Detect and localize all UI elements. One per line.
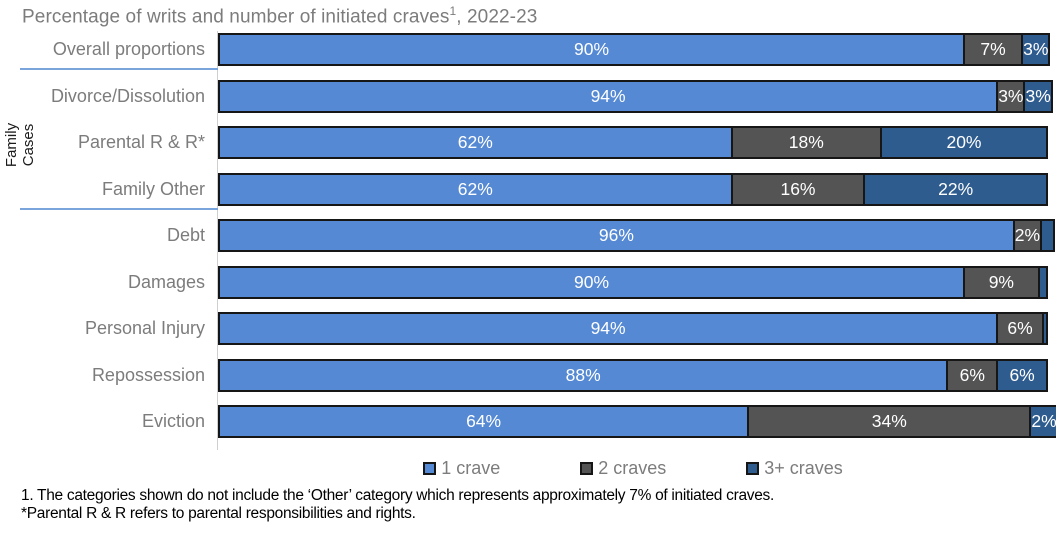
bar-segment-3+-craves: 2% (1031, 405, 1056, 439)
chart-row-debt: Debt 96% 2% (0, 217, 1055, 264)
chart-row-divorce-dissolution: Divorce/Dissolution 94% 3% 3% (0, 78, 1053, 125)
chart-row-personal-injury: Personal Injury 94% 6% (0, 310, 1048, 357)
y-axis-line (217, 31, 218, 450)
bar-segment-1-crave: 90% (218, 265, 965, 299)
legend-label: 1 crave (441, 457, 501, 478)
chart-title-text: Percentage of writs and number of initia… (22, 6, 450, 28)
bar-segment-2-craves: 6% (998, 312, 1044, 346)
bar-segment-2-craves: 6% (948, 358, 999, 392)
legend-swatch-3+-craves (746, 461, 760, 475)
bar-segment-3+-craves: 3% (1025, 79, 1053, 113)
legend-item-1-crave: 1 crave (423, 458, 500, 479)
bar-segment-2-craves: 16% (732, 172, 866, 206)
category-label: Family Other (101, 178, 205, 199)
bar-value-label: 18% (788, 132, 824, 153)
bar-segment-3+-craves (1042, 219, 1055, 253)
bar-segment-2-craves: 3% (998, 79, 1026, 113)
bar-value-label: 3% (1023, 39, 1049, 59)
stacked-bar: 90% 9% (218, 265, 1048, 299)
bar-value-label: 6% (959, 364, 985, 385)
bar-value-label: 7% (980, 39, 1006, 59)
bar-segment-2-craves: 7% (965, 33, 1024, 66)
category-label: Eviction (141, 411, 205, 432)
bar-value-label: 22% (938, 178, 974, 199)
bar-value-label: 34% (871, 411, 907, 432)
bar-segment-3+-craves: 22% (865, 172, 1048, 206)
bar-value-label: 3% (1025, 85, 1051, 106)
chart-row-eviction: Eviction 64% 34% 2% (0, 403, 1056, 450)
bar-value-label: 2% (1014, 225, 1041, 246)
legend: 1 crave 2 craves 3+ craves (218, 455, 1048, 481)
stacked-bar: 90% 7% 3% (218, 33, 1051, 66)
bar-segment-3+-craves (1039, 265, 1048, 299)
legend-swatch-2-craves (580, 461, 594, 475)
chart-title-superscript: 1 (449, 4, 457, 18)
bar-value-label: 2% (1031, 411, 1056, 432)
bar-value-label: 90% (573, 271, 610, 292)
bar-value-label: 88% (565, 364, 601, 385)
bar-segment-3+-craves: 6% (998, 358, 1048, 392)
bar-segment-1-crave: 88% (218, 358, 949, 392)
stacked-bar: 62% 16% 22% (218, 172, 1048, 206)
chart-title-suffix: , 2022-23 (456, 6, 538, 28)
bar-segment-1-crave: 96% (218, 219, 1015, 253)
bar-segment-1-crave: 62% (218, 172, 733, 206)
stacked-bar: 96% 2% (218, 219, 1055, 253)
chart-row-overall-proportions: Overall proportions 90% 7% 3% (0, 31, 1051, 78)
bar-value-label: 94% (590, 318, 626, 339)
category-label: Parental R & R* (77, 132, 205, 153)
stacked-bar: 88% 6% 6% (218, 358, 1048, 392)
chart-row-damages: Damages 90% 9% (0, 264, 1048, 311)
bar-segment-1-crave: 62% (218, 126, 733, 160)
stacked-bar: 94% 3% 3% (218, 79, 1053, 113)
bar-segment-2-craves: 18% (732, 126, 882, 160)
category-label: Damages (127, 271, 205, 292)
bar-value-label: 94% (590, 85, 626, 106)
bar-value-label: 62% (457, 132, 493, 153)
category-label: Divorce/Dissolution (50, 85, 205, 106)
bar-segment-2-craves: 2% (1014, 219, 1043, 253)
chart-row-family-other: Family Other 62% 16% 22% (0, 171, 1048, 218)
bar-segment-2-craves: 9% (965, 265, 1040, 299)
stacked-bar: 64% 34% 2% (218, 405, 1056, 439)
legend-item-3+-craves: 3+ craves (746, 458, 843, 479)
category-label: Overall proportions (52, 39, 205, 59)
bar-segment-1-crave: 90% (218, 33, 965, 66)
bar-value-label: 96% (598, 225, 634, 246)
chart-title: Percentage of writs and number of initia… (22, 4, 537, 28)
chart-rows: Family Cases Overall proportions 90% 7% 3% D… (0, 31, 1056, 451)
category-label: Debt (166, 225, 205, 246)
bar-value-label: 62% (457, 178, 493, 199)
bar-segment-3+-craves (1043, 312, 1048, 346)
footnotes: 1. The categories shown do not include t… (21, 487, 774, 524)
bar-segment-1-crave: 94% (218, 312, 999, 346)
bar-segment-3+-craves: 3% (1023, 33, 1051, 66)
bar-value-label: 20% (946, 132, 982, 153)
chart-row-repossession: Repossession 88% 6% 6% (0, 357, 1048, 404)
chart-row-parental-r-r: Parental R & R* 62% 18% 20% (0, 124, 1048, 171)
bar-segment-1-crave: 94% (218, 79, 999, 113)
category-label: Repossession (91, 364, 205, 385)
footnote-2: *Parental R & R refers to parental respo… (21, 505, 416, 523)
legend-swatch-1-crave (423, 461, 437, 475)
bar-value-label: 90% (573, 39, 610, 59)
bar-value-label: 3% (998, 85, 1024, 106)
bar-value-label: 9% (988, 271, 1014, 292)
footnote-1: 1. The categories shown do not include t… (21, 487, 774, 504)
legend-label: 3+ craves (764, 457, 843, 478)
bar-value-label: 64% (466, 411, 502, 432)
bar-segment-3+-craves: 20% (881, 126, 1048, 160)
bar-value-label: 16% (780, 178, 816, 199)
bar-segment-1-crave: 64% (218, 405, 750, 439)
legend-item-2-craves: 2 craves (580, 458, 666, 479)
bar-segment-2-craves: 34% (749, 405, 1032, 439)
bar-value-label: 6% (1007, 318, 1033, 339)
bar-value-label: 6% (1009, 364, 1035, 385)
stacked-bar: 94% 6% (218, 312, 1048, 346)
stacked-bar: 62% 18% 20% (218, 126, 1048, 160)
category-label: Personal Injury (84, 318, 205, 339)
legend-label: 2 craves (598, 457, 667, 478)
